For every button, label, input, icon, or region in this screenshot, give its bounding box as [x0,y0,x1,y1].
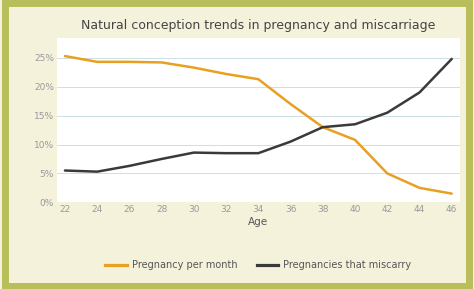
Pregnancy per month [417,186,422,190]
Pregnancies that miscarry [94,170,100,173]
Pregnancy per month [320,125,326,129]
Pregnancy per month [384,172,390,175]
Legend: Pregnancy per month, Pregnancies that miscarry: Pregnancy per month, Pregnancies that mi… [101,257,415,274]
X-axis label: Age: Age [248,217,268,227]
Pregnancy per month [127,60,132,64]
Pregnancies that miscarry [449,57,455,61]
Pregnancies that miscarry [62,169,68,172]
Pregnancies that miscarry [384,111,390,114]
Line: Pregnancies that miscarry: Pregnancies that miscarry [65,59,452,172]
Pregnancies that miscarry [288,140,293,143]
Pregnancies that miscarry [127,164,132,168]
Pregnancy per month [223,72,229,76]
Pregnancy per month [255,77,261,81]
Pregnancies that miscarry [352,123,358,126]
Line: Pregnancy per month: Pregnancy per month [65,56,452,194]
Pregnancies that miscarry [255,151,261,155]
Pregnancy per month [159,61,164,64]
Pregnancies that miscarry [159,157,164,161]
Pregnancies that miscarry [320,125,326,129]
Pregnancies that miscarry [223,151,229,155]
Pregnancy per month [94,60,100,64]
Pregnancy per month [449,192,455,195]
Pregnancies that miscarry [191,151,197,154]
Pregnancy per month [62,54,68,58]
Pregnancy per month [352,138,358,142]
Pregnancy per month [191,66,197,69]
Pregnancy per month [288,102,293,106]
Pregnancies that miscarry [417,91,422,94]
Title: Natural conception trends in pregnancy and miscarriage: Natural conception trends in pregnancy a… [81,19,436,32]
